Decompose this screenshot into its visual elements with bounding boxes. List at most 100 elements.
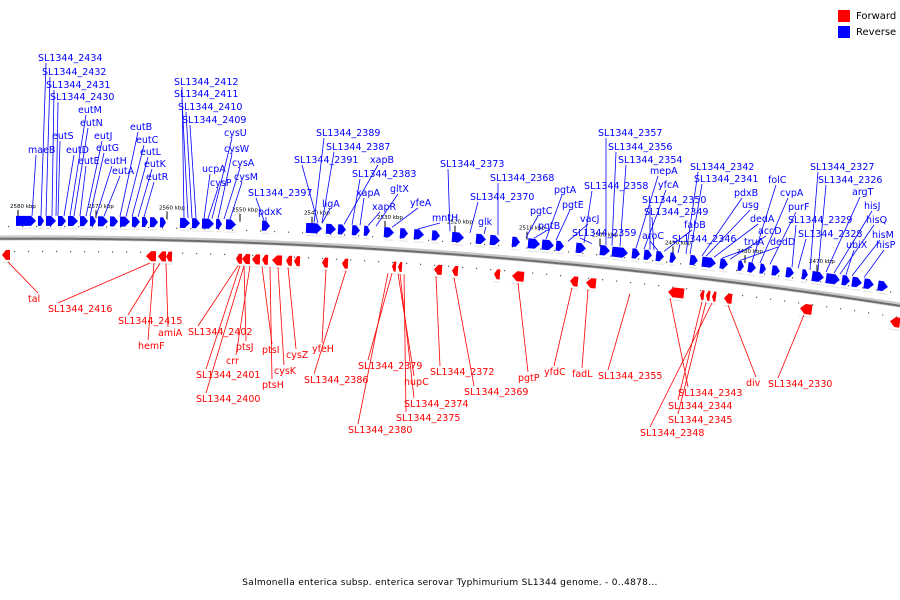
axis-dot [148,227,150,229]
forward-gene-label: ptsH [262,380,284,391]
reverse-leader-line [137,168,153,217]
gene-arrow-shape [337,224,346,235]
reverse-leader-line [57,140,61,216]
reverse-gene-arrow [862,278,874,294]
reverse-gene-arrow [399,228,408,242]
reverse-gene-label: SL1344_2349 [644,207,708,218]
reverse-gene-label: SL1344_2326 [818,175,882,186]
forward-gene-arrow [145,251,157,265]
reverse-gene-label: SL1344_2356 [608,142,672,153]
arrow-shadow [746,273,756,277]
reverse-leader-line [143,181,155,218]
forward-gene-label: fadL [572,369,593,380]
axis-dot [134,226,136,228]
reverse-gene-arrow [325,223,336,238]
reverse-gene-arrow [57,215,66,230]
forward-gene-arrow [493,269,501,283]
reverse-leader-line [367,211,381,227]
forward-leader-line [435,276,441,367]
axis-dot [78,226,80,228]
arrow-shadow [511,248,520,251]
axis-dot [568,251,570,253]
gene-arrow-shape [701,256,716,268]
reverse-gene-arrow [489,234,500,249]
axis-dot [378,261,380,263]
reverse-gene-label: SL1344_2410 [178,102,242,113]
arrow-shadow [643,261,652,264]
gene-arrow-shape [57,215,66,226]
arrow-shadow [399,240,408,242]
arrow-shadow [149,229,158,231]
reverse-gene-label: eutJ [94,131,112,142]
arrow-shadow [159,229,166,231]
reverse-leader-line [45,76,51,216]
reverse-leader-line [579,237,593,245]
reverse-gene-label: SL1344_2354 [618,155,682,166]
forward-gene-label: SL1344_2401 [196,370,260,381]
arrow-shadow [305,234,322,237]
reverse-leader-line [845,249,855,276]
gene-arrow-shape [158,251,167,262]
forward-leader-line [261,266,273,345]
axis-dot [246,229,248,232]
reverse-gene-label: SL1344_2412 [174,77,238,88]
reverse-gene-label: SL1344_2342 [690,162,754,173]
reverse-leader-line [69,114,87,217]
axis-dot [302,232,304,234]
gene-arrow-shape [67,216,78,227]
reverse-leader-line [685,171,699,254]
reverse-gene-label: hisJ [864,201,880,212]
axis-dot [616,280,618,282]
axis-dot [316,232,318,235]
reverse-leader-line [447,168,451,232]
gene-arrow-shape [261,220,270,231]
axis-dot [274,230,276,233]
axis-dot [540,248,542,250]
axis-dot [330,233,332,235]
arrow-shadow [431,242,440,245]
arrow-shadow [351,237,360,239]
reverse-gene-arrow [109,216,118,230]
scale-tick-label: 2580 kbp [10,204,36,210]
forward-leader-line [127,263,161,316]
reverse-gene-arrow [611,246,628,262]
axis-dot [322,257,324,260]
gene-arrow-shape [37,215,44,226]
gene-arrow-shape [89,216,96,227]
axis-dot [526,247,528,249]
reverse-leader-line [211,137,233,219]
reverse-gene-arrow [631,248,640,263]
reverse-leader-line [125,144,145,217]
forward-gene-label: amiA [158,328,183,339]
axis-dot [120,226,122,228]
axis-dot [190,228,192,230]
forward-leader-line [269,266,273,380]
gene-arrow-shape [811,270,824,282]
axis-dot [126,251,128,253]
forward-gene-arrow [261,254,269,269]
arrow-shadow [888,328,899,332]
gene-arrow-shape [586,278,597,289]
arrow-shadow [850,288,861,292]
scale-tick-label: 2530 kbp [377,215,403,221]
reverse-gene-arrow [141,216,148,231]
reverse-leader-line [825,196,861,273]
axis-dot [546,273,548,275]
arrow-shadow [770,277,780,280]
axis-dot [868,312,870,314]
reverse-gene-label: purF [788,202,809,213]
gene-arrow-shape [166,251,173,262]
reverse-gene-label: SL1344_2411 [174,89,238,100]
gene-arrow-shape [712,291,717,302]
reverse-gene-label: SL1344_2368 [490,173,554,184]
reverse-leader-line [217,153,233,219]
forward-gene-label: SL1344_2330 [768,379,832,390]
gene-arrow-shape [759,263,766,274]
reverse-leader-line [533,230,547,239]
axis-dot [372,236,374,238]
reverse-leader-line [417,222,441,230]
gene-arrow-shape [109,216,118,227]
scale-tick-label: 2520 kbp [447,220,473,226]
axis-dot [84,251,86,253]
